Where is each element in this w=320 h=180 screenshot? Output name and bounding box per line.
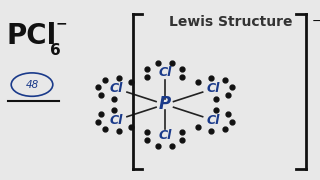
Text: Cl: Cl — [158, 129, 172, 142]
Text: Lewis Structure: Lewis Structure — [169, 15, 292, 29]
Text: Cl: Cl — [110, 82, 123, 95]
Text: Cl: Cl — [110, 114, 123, 127]
Text: −: − — [56, 16, 68, 30]
Text: 6: 6 — [50, 43, 60, 58]
Text: PCl: PCl — [6, 22, 57, 50]
Text: P: P — [159, 95, 171, 113]
Text: Cl: Cl — [158, 66, 172, 79]
Text: Cl: Cl — [207, 114, 220, 127]
Text: Cl: Cl — [207, 82, 220, 95]
Text: −: − — [312, 15, 320, 28]
Text: 48: 48 — [25, 80, 39, 90]
